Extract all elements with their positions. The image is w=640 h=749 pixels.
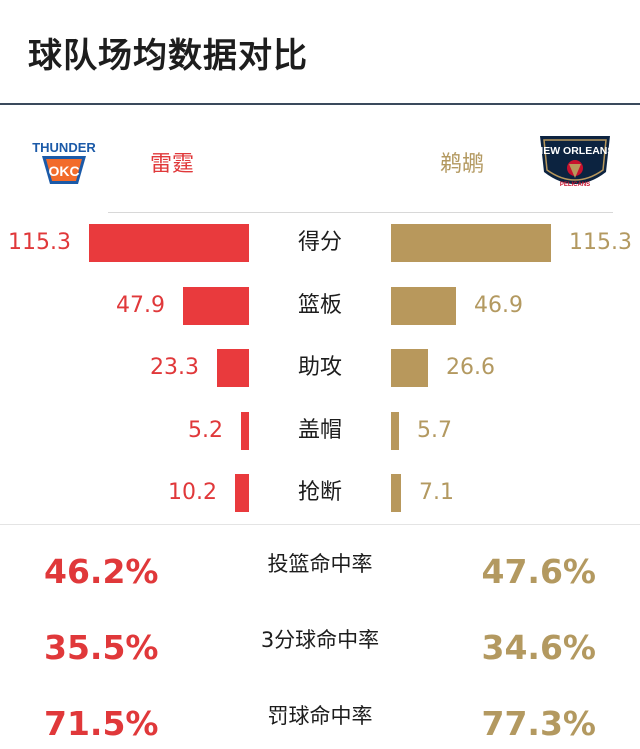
bar-left-3: [241, 412, 249, 450]
team-right-name: 鹈鹕: [440, 152, 485, 177]
pct-left-0: 46.2%: [44, 552, 159, 591]
bar-right-1: [391, 287, 456, 325]
value-label-right-2: 26.6: [446, 355, 495, 380]
page-title: 球队场均数据对比: [28, 36, 308, 76]
value-label-right-4: 7.1: [419, 480, 454, 505]
bar-left-1: [183, 287, 249, 325]
category-label-1: 篮板: [297, 293, 342, 318]
value-label-left-4: 10.2: [168, 480, 217, 505]
category-label-3: 盖帽: [297, 418, 342, 443]
okc-logo-text: OKC: [48, 163, 79, 179]
pct-left-1: 35.5%: [44, 628, 159, 667]
thunder-logo-text: THUNDER: [32, 140, 96, 155]
value-label-left-1: 47.9: [116, 293, 165, 318]
pct-label-2: 罚球命中率: [267, 704, 373, 728]
pct-right-2: 77.3%: [481, 704, 597, 743]
pelicans-logo-icon: NEW ORLEANS PELICANS: [536, 136, 614, 188]
section-divider: [0, 524, 640, 525]
category-label-0: 得分: [297, 230, 342, 255]
value-label-left-3: 5.2: [188, 418, 223, 443]
value-label-left-0: 115.3: [8, 230, 71, 255]
category-label-2: 助攻: [297, 355, 342, 380]
bar-right-4: [391, 474, 401, 512]
pct-left-2: 71.5%: [44, 704, 159, 743]
bar-left-2: [217, 349, 249, 387]
bar-right-3: [391, 412, 399, 450]
pct-label-1: 3分球命中率: [260, 628, 380, 652]
team-divider: [108, 212, 613, 213]
pct-right-0: 47.6%: [481, 552, 597, 591]
pelicans-logo-text-top: NEW ORLEANS: [536, 145, 614, 157]
pct-label-0: 投篮命中率: [267, 552, 373, 576]
bar-left-4: [235, 474, 249, 512]
category-label-4: 抢断: [297, 480, 342, 505]
bar-right-2: [391, 349, 428, 387]
pelicans-logo-text-bottom: PELICANS: [560, 182, 590, 188]
value-label-right-3: 5.7: [417, 418, 452, 443]
pct-right-1: 34.6%: [481, 628, 597, 667]
thunder-logo-icon: THUNDER OKC: [32, 140, 96, 184]
team-left-name: 雷霆: [150, 152, 195, 177]
bar-left-0: [89, 224, 249, 262]
bar-right-0: [391, 224, 551, 262]
value-label-right-0: 115.3: [569, 230, 632, 255]
value-label-right-1: 46.9: [474, 293, 523, 318]
value-label-left-2: 23.3: [150, 355, 199, 380]
header-divider: [0, 103, 640, 105]
